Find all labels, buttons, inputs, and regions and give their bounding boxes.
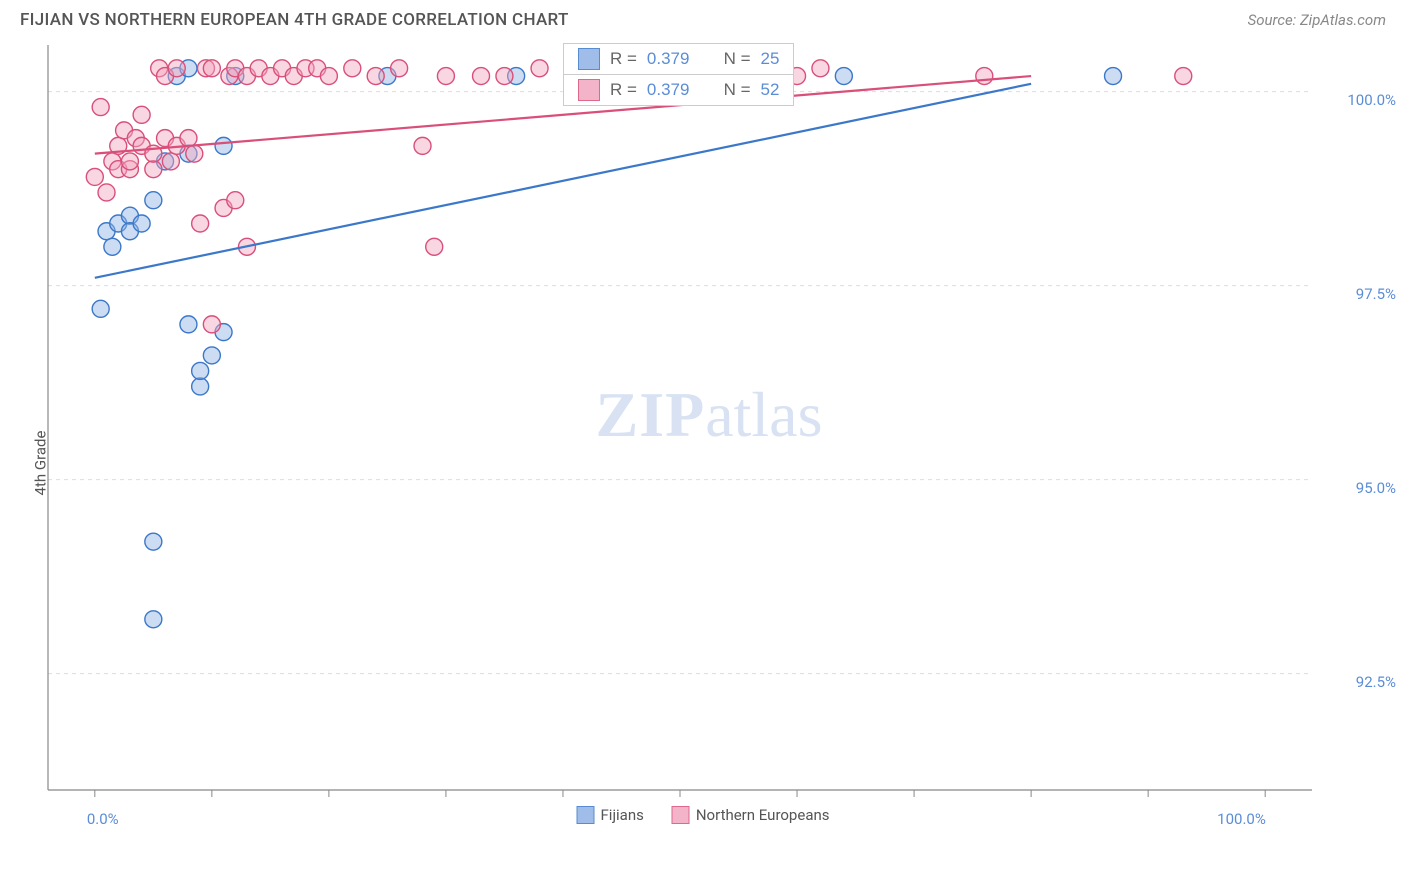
legend-label: Northern Europeans [696, 806, 830, 824]
chart-svg [46, 43, 1372, 818]
y-tick-label: 97.5% [1356, 285, 1396, 303]
trend-legend-swatch [578, 48, 600, 70]
y-tick-label: 100.0% [1347, 91, 1396, 109]
legend-swatch [672, 806, 690, 824]
y-tick-label: 95.0% [1356, 479, 1396, 497]
legend-item: Northern Europeans [672, 806, 830, 824]
chart-container: 4th Grade ZIPatlas R = 0.379 N = 25R = 0… [0, 38, 1406, 888]
x-axis-min-label: 0.0% [87, 810, 119, 828]
trend-legend-row: R = 0.379 N = 25 [564, 44, 794, 74]
x-axis-max-label: 100.0% [1217, 810, 1266, 828]
chart-title: FIJIAN VS NORTHERN EUROPEAN 4TH GRADE CO… [20, 10, 569, 30]
trend-legend-box: R = 0.379 N = 25R = 0.379 N = 52 [563, 43, 795, 106]
source-label: Source: ZipAtlas.com [1248, 11, 1386, 29]
legend-label: Fijians [601, 806, 644, 824]
legend-item: Fijians [577, 806, 644, 824]
series-legend: Fijians Northern Europeans [577, 806, 830, 824]
trend-legend-row: R = 0.379 N = 52 [564, 74, 794, 105]
scatter-chart: ZIPatlas R = 0.379 N = 25R = 0.379 N = 5… [46, 43, 1372, 818]
legend-swatch [577, 806, 595, 824]
y-tick-label: 92.5% [1356, 673, 1396, 691]
trend-legend-swatch [578, 79, 600, 101]
